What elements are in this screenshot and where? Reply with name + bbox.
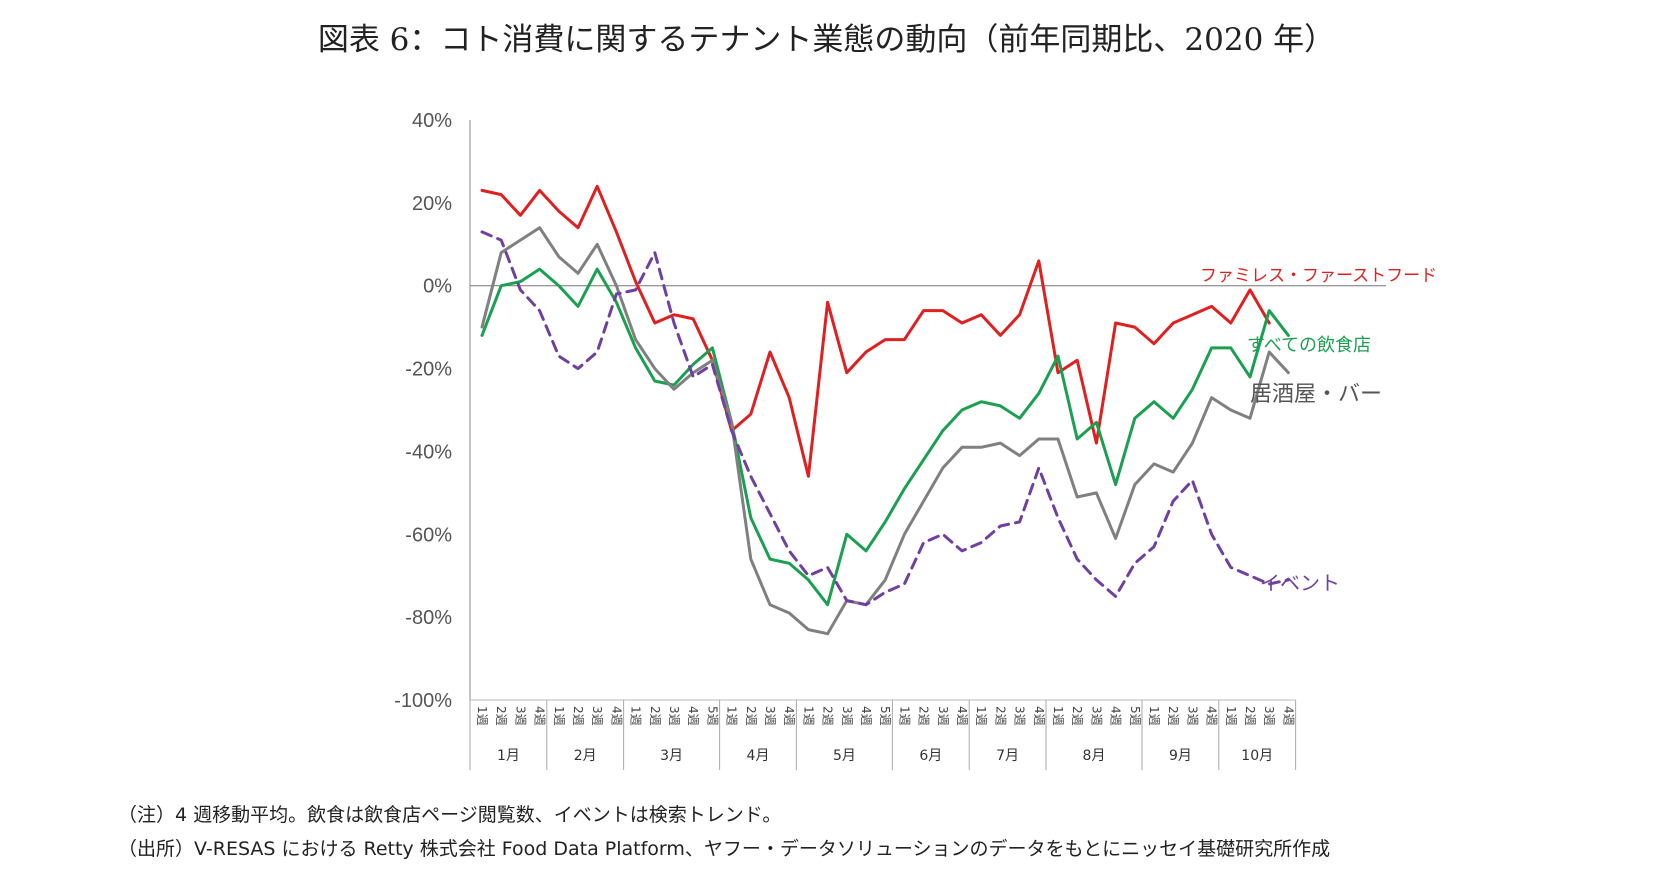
x-tick-label: 3週 (1185, 706, 1199, 726)
x-tick-label: 1週 (801, 706, 815, 726)
x-tick-label: 1週 (552, 706, 566, 726)
series-label: 居酒屋・バー (1250, 382, 1382, 407)
x-tick-label: 4週 (609, 706, 623, 726)
series-line (480, 226, 1290, 636)
x-tick-label: 4週 (1281, 706, 1295, 726)
month-label: 9月 (1169, 748, 1192, 764)
x-tick-label: 1週 (974, 706, 988, 726)
x-tick-label: 2週 (1070, 706, 1084, 726)
month-label: 7月 (996, 748, 1019, 764)
x-tick-label: 4週 (1109, 706, 1123, 726)
x-tick-label: 1週 (725, 706, 739, 726)
x-tick-label: 4週 (955, 706, 969, 726)
series-label: すべての飲食店 (1247, 335, 1371, 356)
x-tick-label: 5週 (1128, 706, 1142, 726)
x-tick-label: 3週 (840, 706, 854, 726)
month-label: 8月 (1083, 748, 1106, 764)
chart-source: （出所）V-RESAS における Retty 株式会社 Food Data Pl… (118, 838, 1331, 860)
y-tick-label: -80% (405, 607, 452, 629)
x-tick-label: 3週 (513, 706, 527, 726)
y-tick-label: -100% (394, 690, 452, 712)
x-tick-label: 3週 (590, 706, 604, 726)
x-tick-label: 2週 (917, 706, 931, 726)
y-tick-label: 40% (412, 110, 452, 132)
month-label: 6月 (919, 748, 942, 764)
month-label: 3月 (660, 748, 683, 764)
y-tick-label: -60% (405, 524, 452, 546)
series-label: ファミレス・ファーストフード (1200, 266, 1437, 286)
x-tick-label: 2週 (1243, 706, 1257, 726)
x-tick-label: 3週 (1089, 706, 1103, 726)
x-tick-label: 1週 (1051, 706, 1065, 726)
month-label: 4月 (747, 748, 770, 764)
month-label: 5月 (833, 748, 856, 764)
month-label: 2月 (574, 748, 597, 764)
chart-title: 図表 6：コト消費に関するテナント業態の動向（前年同期比、2020 年） (317, 22, 1336, 58)
month-label: 1月 (497, 748, 520, 764)
x-tick-label: 2週 (571, 706, 585, 726)
y-tick-label: 20% (412, 193, 452, 215)
y-tick-label: -20% (405, 359, 452, 381)
x-tick-label: 4週 (1032, 706, 1046, 726)
x-tick-label: 5週 (878, 706, 892, 726)
y-tick-label: -40% (405, 441, 452, 463)
x-tick-label: 2週 (744, 706, 758, 726)
x-tick-label: 1週 (629, 706, 643, 726)
x-tick-label: 1週 (897, 706, 911, 726)
x-tick-label: 3週 (1013, 706, 1027, 726)
x-tick-label: 4週 (533, 706, 547, 726)
chart-note: （注）4 週移動平均。飲食は飲食店ページ閲覧数、イベントは検索トレンド。 (118, 804, 782, 826)
series-line (480, 267, 1290, 607)
x-tick-label: 2週 (1166, 706, 1180, 726)
x-tick-label: 1週 (475, 706, 489, 726)
x-tick-label: 5週 (705, 706, 719, 726)
series-line (480, 230, 1290, 607)
series-label: イベント (1260, 571, 1340, 595)
x-tick-label: 2週 (993, 706, 1007, 726)
x-tick-label: 2週 (648, 706, 662, 726)
x-tick-label: 4週 (782, 706, 796, 726)
series-line (480, 184, 1271, 478)
x-tick-label: 3週 (1262, 706, 1276, 726)
x-tick-label: 2週 (494, 706, 508, 726)
x-tick-label: 2週 (821, 706, 835, 726)
x-tick-label: 1週 (1224, 706, 1238, 726)
x-tick-label: 4週 (859, 706, 873, 726)
x-tick-label: 3週 (936, 706, 950, 726)
month-label: 10月 (1241, 748, 1273, 764)
x-tick-label: 3週 (667, 706, 681, 726)
x-tick-label: 4週 (1205, 706, 1219, 726)
x-tick-label: 3週 (763, 706, 777, 726)
x-tick-label: 1週 (1147, 706, 1161, 726)
y-tick-label: 0% (423, 276, 452, 298)
x-tick-label: 4週 (686, 706, 700, 726)
